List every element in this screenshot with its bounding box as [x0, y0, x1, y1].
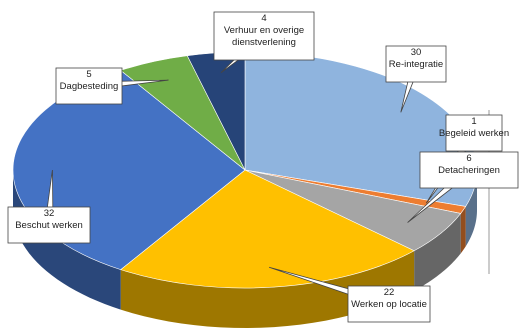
- pie-slice-3: [120, 169, 415, 289]
- data-label-box-1: [445, 114, 503, 152]
- data-label-box-2: [419, 151, 519, 189]
- data-label-box-4: [7, 206, 91, 244]
- data-label-name-1-1: Begeleid werken: [439, 128, 509, 139]
- data-label-value-5: 5: [86, 69, 91, 80]
- data-label-box-0: [385, 45, 447, 83]
- data-label-name-4-1: Beschut werken: [15, 220, 83, 231]
- data-label-value-1: 1: [471, 116, 476, 127]
- data-label-value-0: 30: [411, 47, 422, 58]
- data-label-value-2: 6: [466, 153, 471, 164]
- pie-side-3: [120, 250, 415, 328]
- data-label-name-3-1: Werken op locatie: [351, 299, 427, 310]
- data-label-name-6-2: dienstverlening: [232, 37, 296, 48]
- data-label-name-6-1: Verhuur en overige: [224, 25, 304, 36]
- data-label-value-6: 4: [261, 13, 266, 24]
- data-label-value-4: 32: [44, 208, 55, 219]
- pie-side-2: [414, 213, 461, 291]
- data-label-name-0-1: Re-integratie: [389, 59, 443, 70]
- data-label-name-5-1: Dagbesteding: [60, 81, 119, 92]
- data-label-box-5: [55, 67, 123, 105]
- pie-side-4: [13, 170, 121, 310]
- data-label-box-3: [347, 285, 431, 323]
- pie-sides: [13, 170, 477, 328]
- data-label-value-3: 22: [384, 287, 395, 298]
- data-label-box-6: [213, 11, 315, 61]
- pie-side-1: [460, 206, 466, 254]
- data-label-name-2-1: Detacheringen: [438, 165, 500, 176]
